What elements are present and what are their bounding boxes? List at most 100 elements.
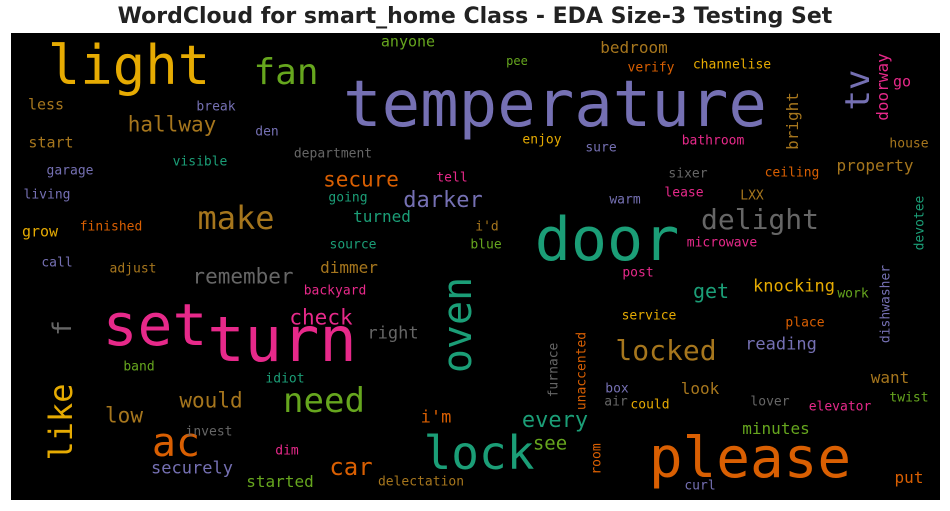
word-tell: tell [436, 170, 468, 186]
word-see: see [532, 432, 568, 455]
word-ac: ac [151, 420, 201, 466]
word-knocking: knocking [753, 276, 835, 297]
word-break: break [196, 99, 236, 115]
word-turned: turned [353, 207, 411, 226]
word-furnace: furnace [546, 342, 562, 398]
word-finished: finished [79, 219, 143, 235]
word-right: right [367, 323, 419, 344]
chart-title: WordCloud for smart_home Class - EDA Siz… [117, 4, 833, 29]
word-grow: grow [21, 222, 59, 241]
word-i-m: i'm [420, 407, 452, 428]
word-visible: visible [172, 154, 228, 170]
word-start: start [28, 133, 74, 152]
word-dimmer: dimmer [320, 258, 378, 277]
word-darker: darker [403, 188, 483, 213]
word-enjoy: enjoy [522, 132, 562, 148]
word-adjust: adjust [109, 261, 157, 277]
word-light: light [47, 34, 211, 97]
word-want: want [870, 368, 910, 387]
word-elevator: elevator [808, 399, 872, 415]
word-put: put [894, 468, 924, 487]
word-invest: invest [185, 424, 233, 440]
word-room: room [589, 443, 605, 475]
word-like: like [42, 383, 80, 461]
word-look: look [680, 379, 720, 398]
word-set: set [102, 291, 208, 359]
word-temperature: temperature [343, 68, 767, 142]
word-garage: garage [46, 163, 94, 179]
word-cloud-canvas: temperature door turn please set light lock ove… [11, 33, 940, 500]
word-service: service [621, 308, 677, 324]
word-less: less [27, 95, 65, 114]
word-every: every [521, 408, 589, 433]
word-securely: securely [151, 458, 233, 479]
word-sure: sure [585, 140, 617, 156]
word-lxx: LXX [740, 188, 764, 204]
word-dishwasher: dishwasher [878, 264, 894, 344]
word-place: place [785, 315, 825, 331]
word-band: band [123, 359, 155, 375]
word-living: living [23, 187, 71, 203]
word-please: please [648, 426, 852, 491]
word-unaccented: unaccented [574, 331, 590, 411]
word-channelise: channelise [692, 57, 772, 73]
word-started: started [246, 472, 314, 491]
word-would: would [179, 388, 243, 413]
word-doorway: doorway [873, 53, 892, 121]
word-den: den [255, 124, 279, 140]
word-car: car [329, 453, 373, 481]
word-lease: lease [664, 185, 704, 201]
word-twist: twist [889, 390, 929, 406]
word-work: work [837, 286, 869, 302]
word-i-d: i'd [475, 219, 499, 235]
word-curl: curl [684, 478, 716, 494]
word-department: department [293, 146, 373, 162]
word-f: f [48, 320, 78, 336]
word-devotee: devotee [912, 195, 928, 251]
word-air: air [604, 394, 628, 410]
word-lover: lover [750, 394, 790, 410]
word-minutes: minutes [742, 419, 810, 438]
word-post: post [622, 265, 654, 281]
word-remember: remember [192, 264, 294, 289]
word-microwave: microwave [686, 235, 758, 251]
word-door: door [534, 205, 680, 275]
word-locked: locked [615, 334, 717, 367]
word-source: source [329, 237, 377, 253]
word-hallway: hallway [127, 112, 217, 137]
word-need: need [283, 381, 365, 421]
word-get: get [692, 279, 730, 303]
word-reading: reading [745, 334, 817, 355]
word-bright: bright [783, 92, 802, 150]
word-idiot: idiot [265, 371, 305, 387]
word-could: could [630, 397, 670, 413]
word-call: call [41, 255, 73, 271]
word-go: go [892, 72, 912, 91]
word-ceiling: ceiling [764, 165, 820, 181]
word-verify: verify [627, 60, 675, 76]
word-low: low [105, 403, 143, 428]
word-bedroom: bedroom [600, 38, 668, 57]
word-tv: tv [838, 69, 878, 111]
word-box: box [605, 381, 629, 397]
word-house: house [889, 136, 929, 152]
word-delight: delight [700, 203, 820, 236]
word-bathroom: bathroom [681, 133, 745, 149]
word-delectation: delectation [377, 474, 465, 490]
word-going: going [328, 190, 368, 206]
word-backyard: backyard [303, 283, 367, 299]
word-property: property [836, 156, 914, 175]
word-secure: secure [323, 167, 399, 192]
word-blue: blue [470, 237, 502, 253]
word-oven: oven [435, 276, 481, 374]
word-sixer: sixer [668, 166, 708, 182]
word-dim: dim [275, 443, 299, 459]
word-warm: warm [609, 192, 641, 208]
word-pee: pee [506, 54, 528, 68]
word-lock: lock [423, 426, 535, 480]
word-anyone: anyone [380, 33, 436, 51]
word-check: check [289, 305, 353, 330]
word-make: make [197, 199, 275, 237]
word-turn: turn [207, 303, 357, 376]
word-fan: fan [253, 52, 319, 93]
